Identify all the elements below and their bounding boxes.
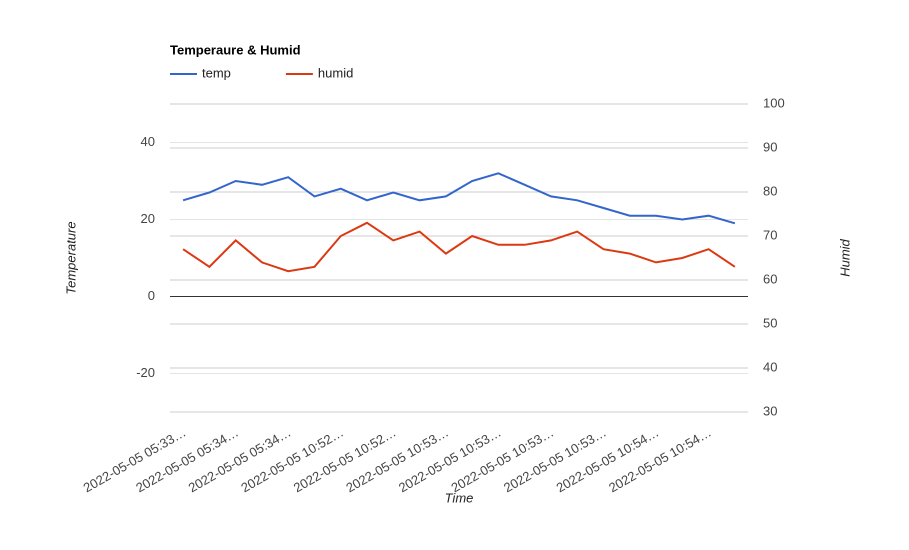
y2-tick-label: 90 (763, 139, 777, 154)
y2-tick-label: 40 (763, 359, 777, 374)
line-series (182, 221, 736, 273)
y2-axis-title: Humid (837, 238, 852, 276)
y-tick-label: 40 (141, 134, 155, 149)
legend-label: humid (318, 65, 353, 80)
legend-label: temp (202, 65, 231, 80)
chart-title: Temperaure & Humid (170, 42, 301, 57)
y2-tick-label: 50 (763, 315, 777, 330)
y2-tick-label: 100 (763, 95, 785, 110)
line-series (182, 172, 736, 225)
y-tick-label: 20 (141, 211, 155, 226)
y2-tick-label: 70 (763, 227, 777, 242)
y-tick-label: -20 (136, 365, 155, 380)
y2-tick-label: 30 (763, 403, 777, 418)
x-axis-title: Time (445, 490, 474, 505)
y2-tick-label: 60 (763, 271, 777, 286)
y-axis-title: Temperature (63, 221, 78, 294)
y2-tick-label: 80 (763, 183, 777, 198)
y-tick-label: 0 (148, 288, 155, 303)
